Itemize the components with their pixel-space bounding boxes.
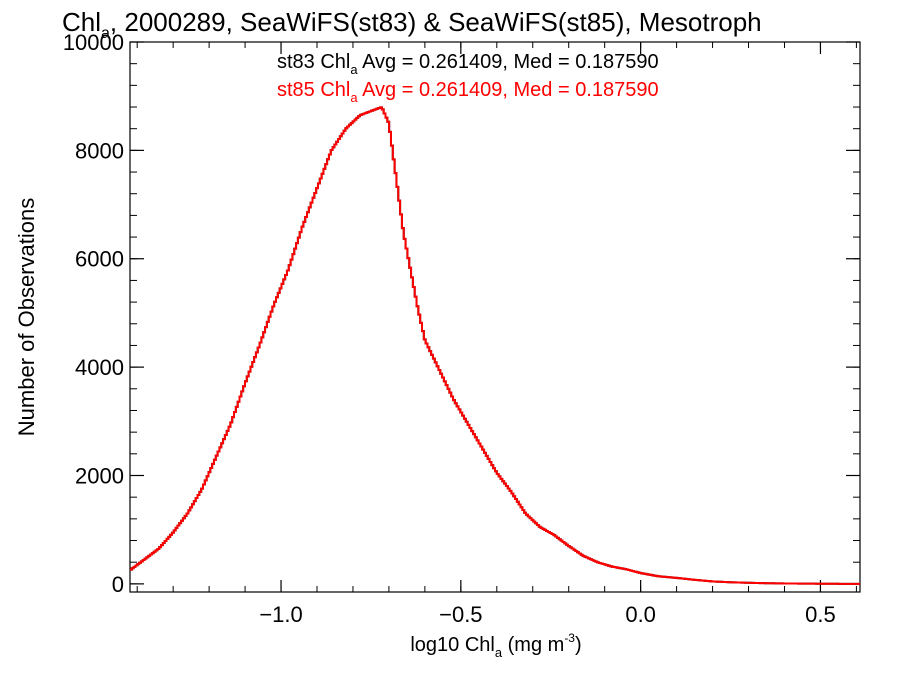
- x-tick-label: 0.0: [625, 602, 656, 627]
- annotation-st83: st83 Chla Avg = 0.261409, Med = 0.187590: [277, 51, 659, 77]
- chart-title: Chla, 2000289, SeaWiFS(st83) & SeaWiFS(s…: [62, 7, 762, 42]
- y-tick-label: 8000: [75, 138, 124, 163]
- y-axis: 0 2000 4000 6000 8000 10000: [63, 30, 860, 597]
- series-layer: [130, 106, 860, 585]
- y-tick-label: 6000: [75, 247, 124, 272]
- x-axis-label: log10 Chla (mg m-3): [410, 631, 581, 660]
- series-line-st83: [130, 106, 860, 585]
- annotation-st85: st85 Chla Avg = 0.261409, Med = 0.187590: [277, 79, 659, 105]
- y-tick-label: 10000: [63, 30, 124, 55]
- y-tick-label: 2000: [75, 463, 124, 488]
- series-line-st85: [130, 106, 860, 585]
- y-tick-label: 0: [112, 572, 124, 597]
- y-axis-label: Number of Observations: [14, 198, 39, 436]
- x-tick-label: −0.5: [439, 602, 482, 627]
- x-axis: −1.0 −0.5 0.0 0.5: [136, 42, 857, 627]
- x-tick-label: 0.5: [805, 602, 836, 627]
- plot-frame: [129, 41, 861, 593]
- y-tick-label: 4000: [75, 355, 124, 380]
- x-tick-label: −1.0: [259, 602, 302, 627]
